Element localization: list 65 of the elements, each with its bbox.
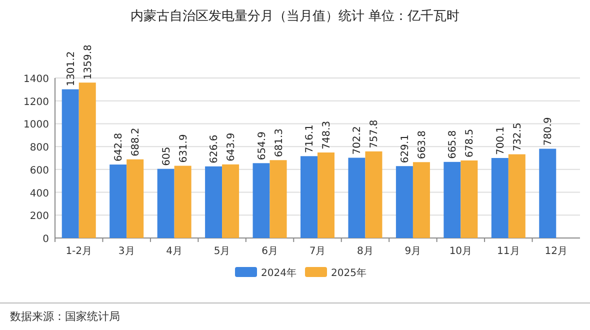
bar: [252, 163, 270, 238]
bar: [444, 162, 461, 238]
legend-label: 2024年: [261, 267, 296, 279]
y-tick-label: 400: [30, 188, 49, 200]
data-label: 663.8: [416, 130, 428, 160]
bar: [222, 164, 240, 238]
x-tick-label: 5月: [214, 246, 230, 257]
x-tick-label: 8月: [357, 246, 374, 257]
data-label: 1359.8: [82, 44, 94, 80]
x-tick-label: 6月: [262, 246, 278, 257]
x-tick-label: 7月: [309, 246, 326, 257]
data-label: 642.8: [114, 132, 125, 162]
data-label: 629.1: [400, 134, 411, 164]
data-label: 1301.2: [66, 51, 77, 86]
bar: [157, 168, 174, 238]
y-tick-label: 1000: [24, 120, 49, 131]
x-tick-label: 1-2月: [66, 246, 92, 257]
data-label: 780.9: [543, 117, 554, 146]
data-label: 678.5: [464, 128, 476, 158]
y-tick-label: 800: [30, 142, 49, 154]
data-label: 702.2: [352, 126, 364, 155]
x-tick-label: 9月: [404, 246, 422, 257]
x-tick-label: 3月: [118, 246, 135, 257]
data-label: 748.3: [322, 120, 332, 150]
source-note: 数据来源：国家统计局: [10, 310, 120, 323]
x-tick-label: 10月: [449, 246, 472, 257]
y-tick-label: 1200: [24, 96, 49, 108]
bar: [174, 166, 192, 238]
x-tick-label: 12月: [544, 246, 568, 257]
bar: [348, 158, 366, 238]
data-label: 654.9: [256, 132, 268, 160]
data-label: 665.8: [448, 130, 459, 159]
data-label: 688.2: [130, 128, 142, 156]
bar: [270, 160, 287, 238]
bar: [62, 89, 79, 238]
y-tick-label: 600: [30, 165, 49, 176]
data-label: 732.5: [512, 122, 524, 152]
data-label: 631.9: [178, 134, 190, 163]
data-label: 681.3: [274, 128, 285, 158]
data-label: 716.1: [304, 124, 316, 154]
data-label: 757.8: [369, 120, 380, 148]
bar: [365, 151, 382, 238]
y-tick-label: 200: [30, 211, 49, 222]
bar: [78, 82, 96, 238]
data-label: 605: [161, 146, 172, 166]
bar: [300, 156, 318, 238]
bar: [412, 162, 430, 238]
bar: [110, 164, 127, 238]
bar: [205, 166, 222, 238]
bar: [508, 154, 526, 238]
y-tick-label: 0: [42, 234, 49, 245]
chart-title: 内蒙古自治区发电量分月（当月值）统计 单位：亿千瓦时: [130, 9, 460, 24]
y-tick-label: 1400: [24, 74, 49, 85]
bar: [126, 159, 144, 238]
bar: [318, 152, 334, 238]
data-label: 700.1: [495, 126, 506, 155]
bar: [539, 148, 556, 238]
x-tick-label: 4月: [166, 246, 183, 257]
data-label: 643.9: [226, 132, 238, 162]
bar: [491, 158, 508, 238]
data-label: 626.6: [209, 134, 220, 164]
x-tick-label: 11月: [497, 246, 520, 257]
bar: [396, 166, 413, 238]
bar: [460, 160, 478, 238]
legend-label: 2025年: [331, 267, 366, 279]
